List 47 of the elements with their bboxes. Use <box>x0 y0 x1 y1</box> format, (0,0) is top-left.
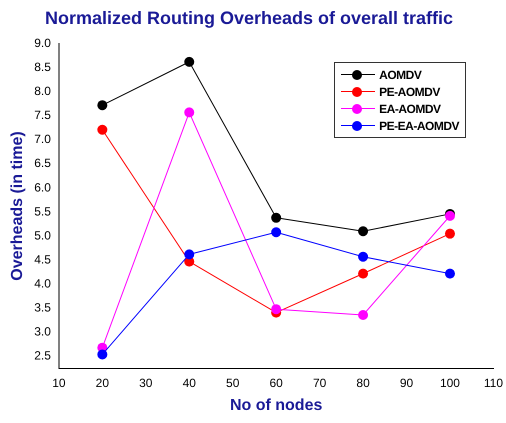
y-tick-label: 7.0 <box>34 132 52 146</box>
point <box>97 100 108 110</box>
point <box>444 268 455 279</box>
point <box>358 268 368 279</box>
y-tick-label: 6.0 <box>34 180 52 194</box>
point <box>184 249 194 260</box>
legend-label: AOMDV <box>379 68 422 82</box>
point <box>271 227 282 238</box>
point <box>358 252 368 262</box>
x-tick-label: 40 <box>182 376 196 390</box>
y-tick-label: 5.5 <box>34 204 52 218</box>
point <box>271 212 282 223</box>
y-tick-label: 8.0 <box>34 84 52 98</box>
y-tick-label: 4.0 <box>34 276 52 291</box>
point <box>97 349 108 360</box>
point <box>97 124 108 135</box>
x-tick-label: 90 <box>400 376 414 390</box>
x-tick-label: 80 <box>356 376 370 390</box>
x-tick-label: 30 <box>139 376 153 390</box>
point <box>444 228 455 239</box>
point <box>271 304 282 314</box>
point <box>184 56 194 67</box>
x-tick-label: 70 <box>312 376 327 390</box>
x-axis-title: No of nodes <box>230 396 322 414</box>
x-tick-label: 50 <box>226 376 240 390</box>
y-tick-label: 9.0 <box>34 36 52 50</box>
point <box>358 310 368 320</box>
x-tick-label: 10 <box>52 376 66 390</box>
legend-label: EA-AOMDV <box>379 102 440 116</box>
x-tick-label: 20 <box>96 376 110 390</box>
x-tick-label: 110 <box>484 376 504 390</box>
y-tick-label: 3.0 <box>34 324 52 339</box>
y-tick-label: 2.5 <box>34 348 52 363</box>
y-tick-label: 8.5 <box>34 60 52 74</box>
point <box>358 226 368 236</box>
chart-title: Normalized Routing Overheads of overall traffic <box>44 8 454 28</box>
y-tick-label: 3.5 <box>34 300 52 315</box>
y-tick-label: 6.5 <box>34 156 52 170</box>
y-axis-title: Overheads (in time) <box>9 131 26 281</box>
y-tick-label: 4.5 <box>34 252 52 266</box>
x-tick-label: 60 <box>269 376 284 390</box>
legend-label: PE-AOMDV <box>379 84 440 98</box>
point <box>184 107 194 118</box>
y-tick-label: 7.5 <box>34 108 52 122</box>
x-tick-label: 100 <box>440 376 460 390</box>
y-tick-label: 5.0 <box>34 228 52 242</box>
legend-label: PE-EA-AOMDV <box>379 118 459 132</box>
